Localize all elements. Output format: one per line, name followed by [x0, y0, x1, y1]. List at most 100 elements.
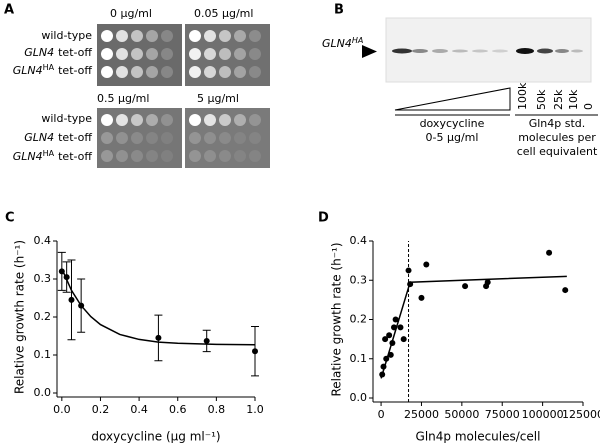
spot	[146, 30, 158, 42]
spot	[204, 30, 216, 42]
spot	[101, 114, 113, 126]
bands	[392, 48, 583, 54]
x-axis-label: Gln4p molecules/cell	[416, 430, 541, 444]
x-tick-label: 50000	[444, 408, 479, 421]
spot	[234, 30, 246, 42]
y-tick-label: 0.1	[350, 352, 368, 365]
band-label: GLN4HA	[322, 36, 363, 51]
x-tick-label: 0.0	[53, 403, 71, 416]
strain-text: tet-off	[58, 46, 92, 59]
band	[392, 48, 412, 54]
band	[516, 48, 534, 54]
point	[418, 294, 425, 301]
spot	[161, 66, 173, 78]
spot	[189, 66, 201, 78]
x-tick-label: 100000	[522, 408, 564, 421]
panel-label: D	[318, 211, 329, 226]
concentration: 0 µg/ml	[110, 7, 152, 20]
y-tick-label: 0.0	[34, 386, 52, 399]
band	[537, 48, 553, 54]
y-axis-label: Relative growth rate (h⁻¹)	[330, 242, 344, 396]
spot	[116, 30, 128, 42]
point	[484, 279, 491, 286]
point	[155, 334, 162, 341]
standard-caption: Gln4p std.	[529, 117, 586, 130]
spot	[249, 66, 261, 78]
band	[555, 49, 569, 53]
gene: GLN4	[322, 37, 352, 50]
spot	[249, 114, 261, 126]
x-tick-label: 25000	[404, 408, 439, 421]
strain-text: tet-off	[58, 64, 92, 77]
spot	[249, 30, 261, 42]
spot	[234, 114, 246, 126]
y-tick-label: 0.2	[350, 313, 368, 326]
strain: GLN4HA tet-off	[13, 63, 93, 78]
point	[382, 336, 389, 343]
spot	[219, 132, 231, 144]
spot	[161, 30, 173, 42]
y-axis-label: Relative growth rate (h⁻¹)	[13, 240, 27, 394]
gene: GLN4	[13, 64, 43, 77]
treatment: doxycycline	[420, 117, 485, 130]
point	[386, 332, 393, 339]
spot	[189, 48, 201, 60]
spot	[101, 30, 113, 42]
spot	[189, 132, 201, 144]
spot	[189, 114, 201, 126]
tag: HA	[43, 149, 55, 158]
x-tick-label: 0.6	[169, 403, 187, 416]
spot	[146, 150, 158, 162]
point	[423, 261, 430, 268]
spot	[189, 30, 201, 42]
x-axis-label: doxycycline (µg ml⁻¹)	[91, 430, 220, 444]
band	[412, 49, 428, 53]
spot	[234, 66, 246, 78]
standard: 10k	[567, 89, 580, 110]
arrowhead	[362, 45, 377, 58]
y-tick-label: 0.3	[34, 272, 52, 285]
spot	[204, 66, 216, 78]
tag: HA	[352, 36, 364, 45]
x-tick-label: 125000	[562, 408, 600, 421]
point	[462, 283, 469, 290]
spot	[219, 66, 231, 78]
point	[562, 287, 569, 294]
spot	[234, 132, 246, 144]
x-tick-label: 0	[378, 408, 385, 421]
spot	[146, 66, 158, 78]
spot	[131, 48, 143, 60]
spot	[116, 48, 128, 60]
spot	[204, 150, 216, 162]
spot	[101, 48, 113, 60]
gradient-wedge	[394, 87, 511, 111]
gene: GLN4	[13, 150, 43, 163]
spot	[131, 66, 143, 78]
point	[252, 348, 258, 355]
band	[472, 49, 488, 53]
point	[392, 316, 399, 323]
y-tick-label: 0.0	[350, 391, 368, 404]
strain-labels: wild-type GLN4 tet-off GLN4HA tet-off wild…	[13, 29, 93, 163]
strain: wild-type	[41, 112, 92, 125]
gene: GLN4	[24, 131, 54, 144]
spot	[101, 66, 113, 78]
standard: 100k	[516, 82, 529, 110]
spot	[146, 132, 158, 144]
x-tick-label: 0.2	[92, 403, 110, 416]
spot	[131, 132, 143, 144]
spot	[219, 150, 231, 162]
standard-caption: cell equivalent	[517, 145, 598, 158]
spot	[131, 30, 143, 42]
band	[571, 49, 583, 53]
panel-label: C	[5, 211, 15, 226]
fit-line	[380, 275, 567, 379]
point	[400, 336, 407, 343]
spot	[101, 132, 113, 144]
spot	[249, 132, 261, 144]
spot	[249, 150, 261, 162]
concentration: 0.05 µg/ml	[194, 7, 253, 20]
standard: 25k	[552, 89, 565, 110]
panel-label: A	[4, 3, 14, 18]
